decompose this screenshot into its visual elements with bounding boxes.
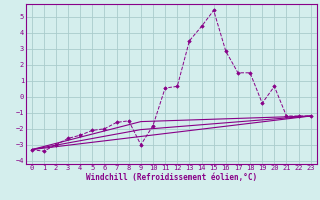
X-axis label: Windchill (Refroidissement éolien,°C): Windchill (Refroidissement éolien,°C)	[86, 173, 257, 182]
